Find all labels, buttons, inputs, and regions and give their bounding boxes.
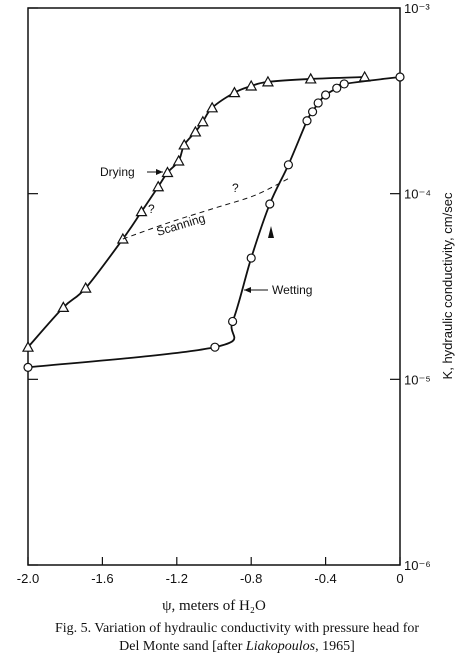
caption-part: Liakopoulos (245, 639, 316, 653)
data-point (395, 72, 405, 82)
data-point (228, 86, 241, 98)
data-point (246, 253, 256, 263)
data-point (135, 205, 148, 217)
data-point (339, 79, 349, 89)
data-point (21, 340, 35, 352)
x-tick-label: -2.0 (17, 571, 39, 586)
x-tick-label: 0 (396, 571, 403, 586)
y-tick-label: 10⁻⁵ (404, 372, 431, 387)
data-point (313, 98, 323, 108)
data-point (178, 138, 191, 150)
data-point (304, 72, 317, 84)
y-tick-label: 10⁻⁶ (404, 558, 431, 573)
data-point (265, 199, 275, 209)
x-tick-label: -1.2 (166, 571, 188, 586)
data-point (172, 154, 185, 166)
caption-part: , 1965] (315, 639, 355, 653)
data-point (261, 75, 274, 87)
series-label: Wetting (272, 283, 312, 297)
data-point (307, 107, 318, 117)
y-axis-label: K, hydraulic conductivity, cm/sec (440, 192, 455, 379)
caption: Fig. 5. Variation of hydraulic conductiv… (55, 621, 419, 636)
plot-frame (27, 7, 401, 566)
series-label: Scanning (155, 211, 207, 239)
arrow (268, 226, 274, 238)
x-tick-label: -0.8 (240, 571, 262, 586)
data-point (321, 90, 331, 100)
series-line (27, 76, 401, 369)
data-point (302, 116, 312, 126)
data-point (332, 83, 342, 93)
y-tick-label: 10⁻⁴ (404, 187, 431, 202)
caption-part: Del Monte sand [after (119, 639, 246, 653)
x-tick-label: -1.6 (91, 571, 113, 586)
data-point (189, 125, 202, 137)
data-point (152, 180, 165, 192)
caption: Del Monte sand [after Liakopoulos, 1965] (119, 639, 355, 653)
data-point (79, 281, 92, 293)
data-point (245, 79, 258, 91)
series-label: Drying (100, 165, 135, 179)
x-axis-label: ψ, meters of H₂O (162, 598, 266, 614)
data-point (57, 301, 70, 313)
data-point (161, 166, 174, 178)
annotation: ? (148, 202, 155, 216)
data-point (23, 362, 33, 372)
data-point (283, 160, 293, 170)
x-tick-label: -0.4 (314, 571, 336, 586)
annotation: ? (232, 181, 239, 195)
data-point (210, 342, 220, 352)
data-point (228, 316, 238, 327)
data-point (206, 101, 219, 113)
y-tick-label: 10⁻³ (404, 1, 430, 16)
data-point (196, 115, 209, 127)
